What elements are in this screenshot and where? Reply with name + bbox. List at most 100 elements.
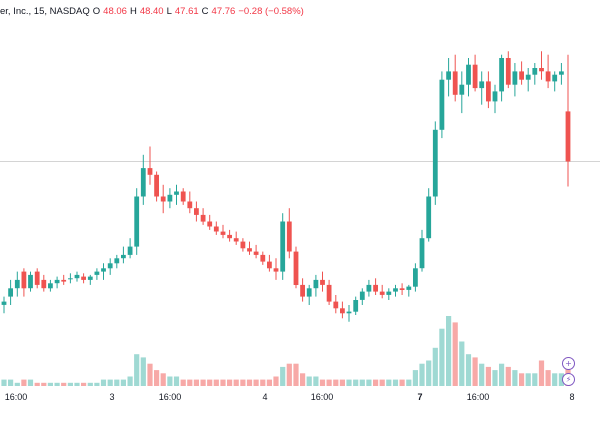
volume-bar <box>81 382 87 386</box>
volume-bar <box>525 373 531 386</box>
candle-body <box>406 286 412 290</box>
volume-bar <box>313 376 319 386</box>
volume-bar <box>21 379 27 386</box>
candle-body <box>399 288 405 290</box>
volume-bar <box>286 363 292 386</box>
open-label: O <box>92 6 101 17</box>
volume-bar <box>47 382 53 386</box>
x-axis-label: 16:00 <box>159 392 182 402</box>
volume-bar <box>552 373 558 386</box>
candle-body <box>519 71 524 80</box>
volume-bar <box>439 328 445 386</box>
candle-body <box>306 288 312 297</box>
candle-body <box>260 254 266 262</box>
candle-body <box>486 81 491 102</box>
volume-bar <box>140 357 146 386</box>
volume-bar <box>193 379 199 386</box>
volume-bar <box>260 379 266 386</box>
candle-body <box>121 254 126 259</box>
candle-body <box>273 268 279 272</box>
candle-body <box>326 284 332 302</box>
candle-body <box>313 279 319 289</box>
volume-bar <box>1 379 7 386</box>
volume-bar <box>227 379 233 386</box>
volume-bar <box>426 360 432 386</box>
candle-body <box>167 194 173 202</box>
x-axis-label: 16:00 <box>311 392 334 402</box>
volume-bar <box>27 379 34 386</box>
volume-bar <box>419 363 425 386</box>
volume-bar <box>41 382 47 386</box>
volume-bar <box>240 379 246 386</box>
volume-bar <box>406 379 412 386</box>
volume-bar <box>459 341 465 386</box>
candle-body <box>512 71 518 85</box>
candle-body <box>559 71 564 75</box>
volume-bar <box>107 379 113 386</box>
open-value: 48.06 <box>103 6 127 17</box>
candle-body <box>240 241 246 249</box>
volume-bar <box>94 382 100 386</box>
volume-bar <box>134 354 140 386</box>
volume-bar <box>446 316 452 386</box>
volume-bar <box>432 347 438 386</box>
candle-body <box>81 276 86 280</box>
plus-icon[interactable]: + <box>562 357 575 370</box>
volume-bar <box>246 379 253 386</box>
candle-body <box>207 221 213 227</box>
volume-bar <box>187 379 193 386</box>
candle-body <box>1 301 7 305</box>
candle-body <box>379 291 385 295</box>
volume-bar <box>167 376 173 386</box>
candle-body <box>213 226 219 232</box>
volume-bar <box>207 379 213 386</box>
volume-bar <box>266 379 272 386</box>
volume-bar <box>479 363 485 386</box>
volume-bar <box>213 379 219 386</box>
volume-bar <box>333 379 339 386</box>
lightning-icon[interactable]: ⚡ <box>562 373 575 386</box>
volume-bar <box>233 379 239 386</box>
candle-body <box>439 79 445 130</box>
volume-bar <box>114 379 120 386</box>
low-label: L <box>166 6 172 17</box>
candle-body <box>393 288 398 292</box>
high-label: H <box>129 6 137 17</box>
candle-body <box>286 221 292 252</box>
volume-bar <box>54 382 60 386</box>
volume-bar <box>519 373 525 386</box>
volume-bar <box>412 370 418 386</box>
volume-bar <box>120 379 126 386</box>
candle-body <box>61 279 67 282</box>
candle-body <box>366 284 372 292</box>
volume-bar <box>373 379 379 386</box>
candle-body <box>545 71 551 82</box>
candle-body <box>492 91 498 102</box>
candle-body <box>227 234 232 239</box>
volume-bar <box>558 373 564 386</box>
candle-body <box>247 248 252 252</box>
volume-bar <box>399 379 405 386</box>
volume-bar <box>61 382 67 386</box>
volume-bar <box>273 376 279 386</box>
candle-body <box>452 71 458 95</box>
volume-bar <box>565 357 571 386</box>
candle-body <box>41 279 47 289</box>
volume-bar <box>512 370 518 386</box>
candle-body <box>147 168 153 175</box>
candle-body <box>353 300 359 312</box>
candle-body <box>127 246 133 255</box>
volume-bar <box>359 379 365 386</box>
candle-body <box>21 271 27 289</box>
volume-bar <box>386 379 392 386</box>
candle-body <box>48 283 53 289</box>
candle-body <box>532 68 538 75</box>
candle-body <box>333 301 339 309</box>
x-axis-label: 7 <box>417 392 422 402</box>
candle-body <box>459 84 465 95</box>
candle-body <box>87 276 93 280</box>
candle-body <box>28 274 33 289</box>
volume-bar <box>160 373 166 386</box>
volume-bar <box>154 370 160 386</box>
